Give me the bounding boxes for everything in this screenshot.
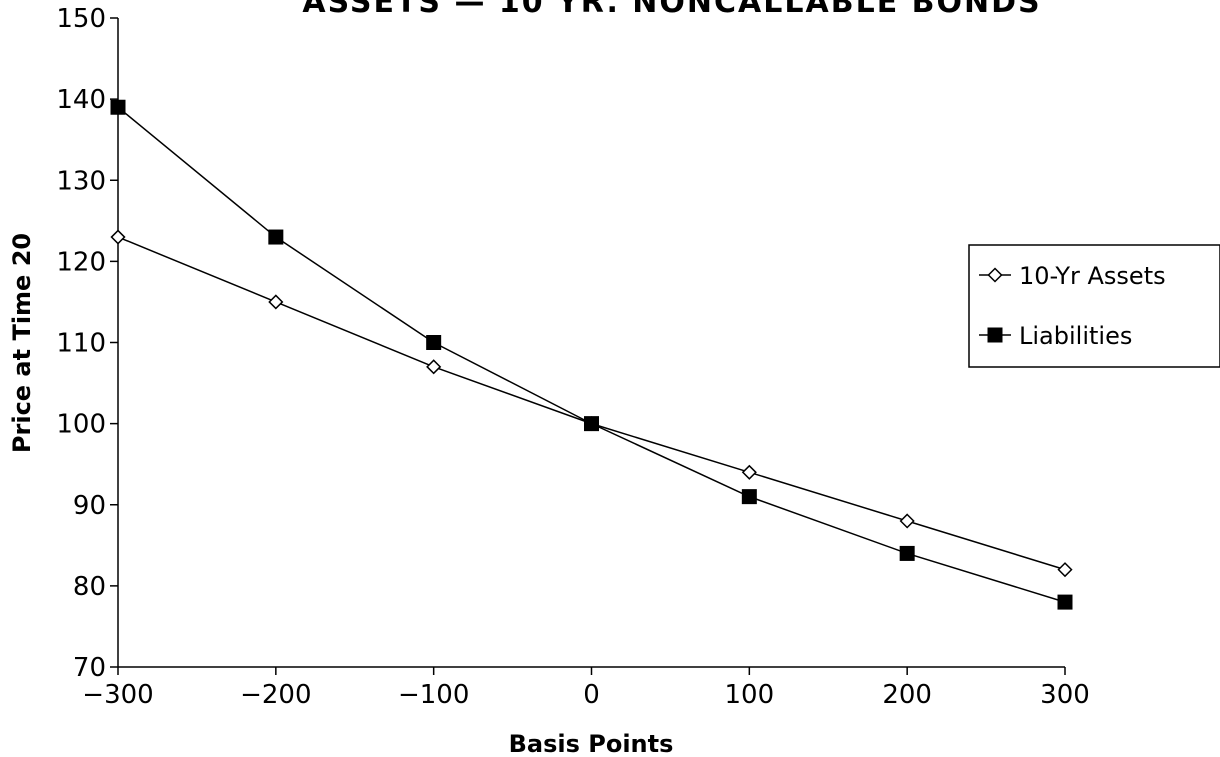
legend-item: 10-Yr Assets — [979, 262, 1166, 290]
legend-box — [968, 244, 1220, 368]
x-tick-label: 100 — [725, 680, 775, 710]
legend: 10-Yr Assets Liabilities — [968, 244, 1220, 368]
legend-label: Liabilities — [1019, 322, 1132, 350]
data-point — [110, 99, 126, 115]
x-tick-label: 200 — [882, 680, 932, 710]
chart-title: ASSETS — 10 YR. NONCALLABLE BONDS — [302, 0, 1041, 20]
y-tick-label: 70 — [73, 653, 106, 683]
y-tick-label: 120 — [56, 247, 106, 277]
y-tick-label: 110 — [56, 329, 106, 359]
data-point — [268, 294, 284, 310]
legend-square-marker — [987, 327, 1003, 343]
x-tick-label: −300 — [82, 680, 153, 710]
x-tick-label: −100 — [398, 680, 469, 710]
x-tick-label: 0 — [583, 680, 600, 710]
y-tick-label: 100 — [56, 410, 106, 440]
y-tick-label: 80 — [73, 572, 106, 602]
y-axis-label: Price at Time 20 — [8, 233, 36, 453]
data-point — [426, 359, 442, 375]
x-tick-label: −200 — [240, 680, 311, 710]
data-point — [899, 545, 915, 561]
y-tick-label: 150 — [56, 4, 106, 34]
data-point — [1057, 562, 1073, 578]
data-point — [741, 489, 757, 505]
series-line — [117, 236, 1066, 571]
y-tick-label: 140 — [56, 85, 106, 115]
series-line — [117, 106, 1066, 603]
data-point — [584, 416, 599, 432]
y-axis: 70 80 90 100 110 120 130 140 150 — [56, 4, 119, 683]
series-liabilities — [110, 99, 1073, 610]
data-point — [899, 513, 915, 529]
y-tick-label: 130 — [56, 166, 106, 196]
legend-diamond-marker — [987, 267, 1003, 283]
series-assets — [110, 229, 1073, 578]
data-point — [426, 335, 442, 350]
data-point — [268, 229, 284, 245]
x-axis-label: Basis Points — [509, 730, 674, 757]
data-point — [1057, 594, 1073, 610]
y-tick-label: 90 — [73, 491, 106, 521]
x-tick-label: 300 — [1040, 680, 1090, 710]
x-axis: −300 −200 −100 0 100 200 300 — [82, 666, 1090, 710]
legend-label: 10-Yr Assets — [1019, 262, 1166, 290]
series-layer — [110, 99, 1073, 610]
data-point — [110, 229, 126, 245]
data-point — [741, 464, 757, 480]
legend-item: Liabilities — [979, 322, 1132, 350]
